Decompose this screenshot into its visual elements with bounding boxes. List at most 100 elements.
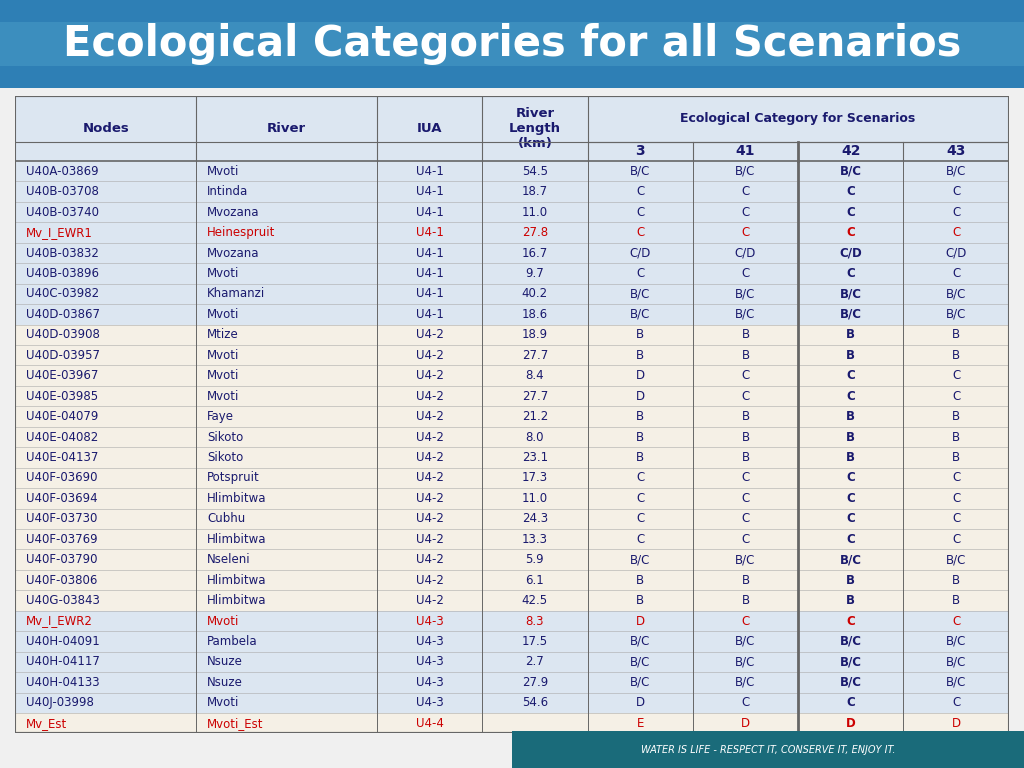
Bar [15,161,1009,181]
Text: B/C: B/C [840,287,862,300]
Text: U40A-03869: U40A-03869 [27,165,99,177]
Text: U4-3: U4-3 [416,614,443,627]
Text: B/C: B/C [735,635,756,648]
Text: U40F-03806: U40F-03806 [27,574,97,587]
Text: Hlimbitwa: Hlimbitwa [207,533,266,546]
Bar [15,283,1009,304]
Text: C: C [847,369,855,382]
Bar [15,672,1009,693]
Text: B: B [952,594,961,607]
Text: B: B [636,431,644,443]
Bar [15,447,1009,468]
Text: U4-2: U4-2 [416,512,443,525]
Text: 42: 42 [841,144,860,158]
Text: Mvozana: Mvozana [207,247,259,260]
Text: C: C [847,206,855,219]
Text: C: C [741,389,750,402]
Text: C: C [741,472,750,485]
Text: U40E-04079: U40E-04079 [27,410,98,423]
Text: Sikoto: Sikoto [207,431,244,443]
Text: Ecological Categories for all Scenarios: Ecological Categories for all Scenarios [62,23,962,65]
Text: B/C: B/C [735,676,756,689]
Text: River: River [267,122,306,135]
Text: C: C [952,492,961,505]
Text: C: C [636,492,644,505]
Text: C: C [636,512,644,525]
Text: U4-4: U4-4 [416,717,443,730]
Text: B/C: B/C [840,635,862,648]
Text: B/C: B/C [840,676,862,689]
Text: U4-2: U4-2 [416,369,443,382]
Bar [0,22,1024,66]
Bar [15,549,1009,570]
Text: U40F-03790: U40F-03790 [27,553,97,566]
Bar [15,202,1009,223]
Text: 8.4: 8.4 [525,369,544,382]
Text: C: C [741,185,750,198]
Text: IUA: IUA [417,122,442,135]
Bar [512,731,1024,768]
Text: B/C: B/C [840,655,862,668]
Text: E: E [637,717,644,730]
Text: C: C [741,226,750,239]
Text: 54.6: 54.6 [522,697,548,710]
Text: B: B [952,328,961,341]
Bar [15,591,1009,611]
Text: U4-2: U4-2 [416,431,443,443]
Text: C: C [636,206,644,219]
Text: Mv_I_EWR2: Mv_I_EWR2 [27,614,93,627]
Text: B/C: B/C [840,165,862,177]
Text: C: C [847,512,855,525]
Text: Nsuze: Nsuze [207,676,243,689]
Text: C: C [636,472,644,485]
Text: B/C: B/C [946,165,967,177]
Text: 18.6: 18.6 [522,308,548,321]
Text: U40B-03896: U40B-03896 [27,267,99,280]
Bar [15,468,1009,488]
Text: B: B [741,574,750,587]
Text: C: C [636,185,644,198]
Bar [15,223,1009,243]
Text: B/C: B/C [946,553,967,566]
Text: Sikoto: Sikoto [207,451,244,464]
Text: D: D [951,717,961,730]
Text: U4-2: U4-2 [416,472,443,485]
Text: C: C [847,697,855,710]
Text: B: B [846,349,855,362]
Text: 9.7: 9.7 [525,267,545,280]
Text: C: C [741,697,750,710]
Text: B/C: B/C [630,308,650,321]
Text: U4-2: U4-2 [416,492,443,505]
Text: C: C [636,226,644,239]
Text: C: C [636,267,644,280]
Text: C/D: C/D [945,247,967,260]
Text: B: B [636,594,644,607]
Text: B/C: B/C [946,635,967,648]
Text: Nsuze: Nsuze [207,655,243,668]
Text: U40D-03867: U40D-03867 [27,308,100,321]
Text: 16.7: 16.7 [522,247,548,260]
Text: C: C [952,533,961,546]
Text: C: C [847,226,855,239]
Bar [15,427,1009,447]
Text: U40H-04117: U40H-04117 [27,655,100,668]
Text: B: B [741,328,750,341]
Text: B/C: B/C [946,676,967,689]
Text: U4-2: U4-2 [416,389,443,402]
Text: U40E-04082: U40E-04082 [27,431,98,443]
Text: C: C [847,472,855,485]
Bar [15,325,1009,345]
Text: B: B [952,574,961,587]
Text: Mvoti_Est: Mvoti_Est [207,717,263,730]
Bar [15,345,1009,366]
Text: 8.3: 8.3 [525,614,544,627]
Text: U4-2: U4-2 [416,410,443,423]
Text: C: C [952,185,961,198]
Text: 27.9: 27.9 [522,676,548,689]
Text: 27.7: 27.7 [522,389,548,402]
Bar [15,96,1009,142]
Text: B/C: B/C [735,287,756,300]
Text: 18.9: 18.9 [522,328,548,341]
Text: D: D [636,369,645,382]
Text: 17.5: 17.5 [522,635,548,648]
